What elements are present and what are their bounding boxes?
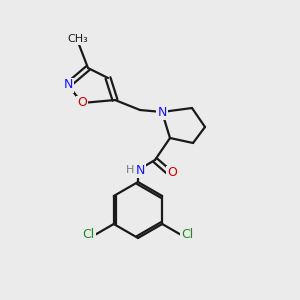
Text: Cl: Cl [181,229,194,242]
Text: N: N [135,164,145,176]
Text: O: O [167,167,177,179]
Text: N: N [157,106,167,118]
Text: Cl: Cl [82,229,95,242]
Text: CH₃: CH₃ [68,34,88,44]
Text: N: N [63,79,73,92]
Text: H: H [126,165,134,175]
Text: O: O [77,97,87,110]
